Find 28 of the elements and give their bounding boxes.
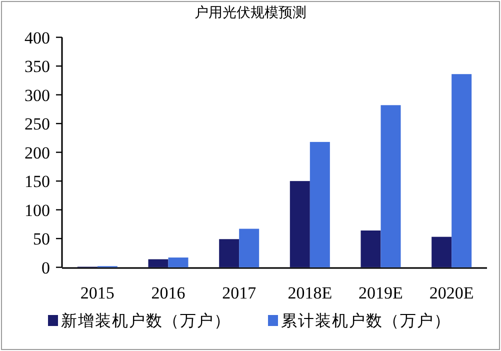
legend-label: 新增装机户数（万户） xyxy=(61,311,231,330)
x-tick-label: 2016 xyxy=(151,283,186,302)
y-tick-label: 50 xyxy=(33,230,50,249)
y-tick-label: 250 xyxy=(24,114,50,134)
y-tick-label: 200 xyxy=(24,143,50,162)
x-tick-label: 2018E xyxy=(288,283,332,302)
x-tick-label: 2020E xyxy=(429,283,474,302)
y-tick-label: 300 xyxy=(24,86,50,105)
y-tick-label: 150 xyxy=(24,172,50,192)
y-tick-label: 100 xyxy=(24,200,50,220)
y-tick-label: 350 xyxy=(24,57,50,76)
bar xyxy=(290,181,310,268)
x-tick-label: 2015 xyxy=(80,283,114,302)
bar xyxy=(239,228,260,268)
bar xyxy=(360,230,381,268)
chart-title: 户用光伏规模预测 xyxy=(194,5,306,21)
legend-label: 累计装机户数（万户） xyxy=(281,311,451,330)
bar xyxy=(310,142,330,268)
x-tick-label: 2019E xyxy=(358,283,403,302)
bar xyxy=(432,236,452,268)
bar xyxy=(168,258,188,268)
x-tick-label: 2017 xyxy=(222,283,257,302)
bar xyxy=(219,239,240,268)
bar xyxy=(148,259,168,268)
bar xyxy=(452,74,472,268)
y-tick-label: 0 xyxy=(42,258,50,278)
y-tick-label: 400 xyxy=(24,28,50,48)
bar xyxy=(380,105,401,268)
